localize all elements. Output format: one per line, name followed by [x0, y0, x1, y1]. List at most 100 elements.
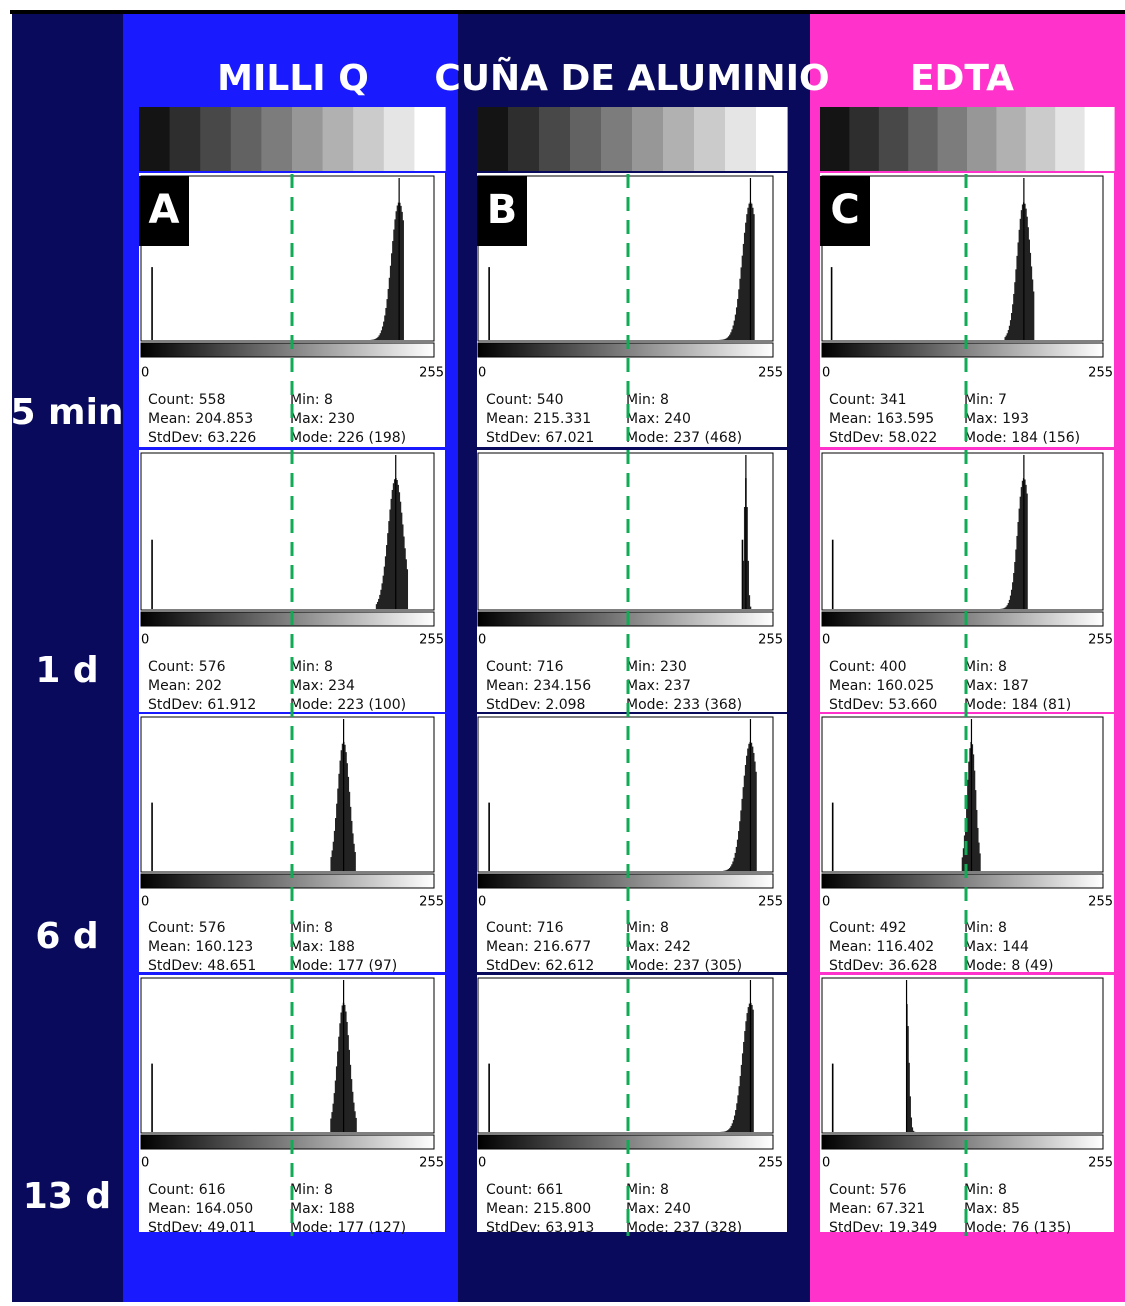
panel-letter: A: [149, 187, 180, 233]
axis-min-label: 0: [822, 366, 830, 381]
histogram-plot-box: [821, 452, 1104, 611]
stat-mode: Mode: 237 (328): [626, 1220, 742, 1236]
stat-mode-value: 184 (81): [1011, 697, 1071, 713]
stat-mean: Mean: 234.156: [486, 678, 591, 694]
stat-mode-value: 226 (198): [337, 430, 406, 446]
axis-max-label: 255: [1088, 366, 1113, 381]
stat-min-value: 8: [998, 659, 1007, 675]
stat-max-key: Max:: [626, 939, 664, 955]
stat-max: Max: 193: [964, 411, 1029, 427]
stat-count-value: 341: [880, 392, 907, 408]
stat-count-key: Count:: [829, 1182, 880, 1198]
stat-min: Min: 8: [964, 920, 1007, 936]
stat-stddev-key: StdDev:: [829, 958, 888, 974]
stat-mode-value: 237 (468): [673, 430, 742, 446]
stat-mean-value: 163.595: [876, 411, 934, 427]
stat-min-key: Min:: [964, 920, 998, 936]
stat-mean-key: Mean:: [486, 678, 533, 694]
stat-count-key: Count:: [486, 392, 537, 408]
stat-max-value: 242: [664, 939, 691, 955]
stat-count-key: Count:: [486, 920, 537, 936]
stat-min: Min: 230: [626, 659, 687, 675]
histogram-plot-box: [477, 452, 774, 611]
wedge-step: [756, 107, 788, 171]
stat-mean-key: Mean:: [148, 1201, 195, 1217]
value-ramp: [821, 873, 1104, 889]
stat-mode: Mode: 177 (97): [290, 958, 397, 974]
axis-max-label: 255: [1088, 633, 1113, 648]
wedge-step: [820, 107, 850, 171]
stat-mode-key: Mode:: [964, 430, 1011, 446]
stat-mode-value: 237 (305): [673, 958, 742, 974]
stat-min: Min: 7: [964, 392, 1007, 408]
stat-mode-key: Mode:: [290, 430, 337, 446]
stat-max-value: 237: [664, 678, 691, 694]
stat-mode-value: 76 (135): [1011, 1220, 1071, 1236]
time-label: 1 d: [35, 650, 98, 691]
column-title: MILLI Q: [217, 58, 369, 99]
stat-stddev: StdDev: 2.098: [486, 697, 585, 713]
stat-mode-key: Mode:: [626, 1220, 673, 1236]
stat-max-key: Max:: [290, 939, 328, 955]
stat-max-key: Max:: [964, 411, 1002, 427]
column-title: CUÑA DE ALUMINIO: [434, 57, 829, 99]
stat-mean: Mean: 215.331: [486, 411, 591, 427]
stat-max-value: 144: [1002, 939, 1029, 955]
stat-stddev-value: 19.349: [888, 1220, 937, 1236]
stat-max-key: Max:: [964, 678, 1002, 694]
wedge-step: [169, 107, 201, 171]
stat-mean-value: 215.800: [533, 1201, 591, 1217]
axis-min-label: 0: [822, 895, 830, 910]
stat-mean: Mean: 67.321: [829, 1201, 925, 1217]
stat-max: Max: 240: [626, 1201, 691, 1217]
stat-mode-key: Mode:: [964, 1220, 1011, 1236]
stat-count-key: Count:: [829, 659, 880, 675]
stat-mean-value: 164.050: [195, 1201, 253, 1217]
stat-count: Count: 616: [148, 1182, 226, 1198]
stat-max-key: Max:: [290, 678, 328, 694]
stat-mode-key: Mode:: [626, 697, 673, 713]
stat-min-key: Min:: [626, 920, 660, 936]
stat-count: Count: 576: [829, 1182, 907, 1198]
stat-min-value: 230: [660, 659, 687, 675]
stat-mode-key: Mode:: [626, 430, 673, 446]
stat-max-value: 188: [328, 1201, 355, 1217]
stat-mean: Mean: 160.025: [829, 678, 934, 694]
wedge-step: [383, 107, 415, 171]
axis-min-label: 0: [478, 366, 486, 381]
stat-min-value: 8: [660, 920, 669, 936]
stat-mode-key: Mode:: [290, 697, 337, 713]
stat-count-value: 576: [880, 1182, 907, 1198]
wedge-step: [1055, 107, 1086, 171]
stat-max: Max: 144: [964, 939, 1029, 955]
stat-stddev: StdDev: 61.912: [148, 697, 256, 713]
axis-max-label: 255: [419, 895, 444, 910]
wedge-step: [292, 107, 324, 171]
stat-max-key: Max:: [626, 1201, 664, 1217]
value-ramp: [477, 1134, 774, 1150]
wedge-step: [477, 107, 509, 171]
wedge-step: [414, 107, 446, 171]
stat-mode: Mode: 237 (305): [626, 958, 742, 974]
stat-count: Count: 492: [829, 920, 906, 936]
stat-mean-key: Mean:: [148, 939, 195, 955]
value-ramp: [140, 611, 435, 627]
stat-mean: Mean: 163.595: [829, 411, 934, 427]
stat-stddev-key: StdDev:: [486, 958, 545, 974]
axis-min-label: 0: [478, 895, 486, 910]
stat-max-value: 188: [328, 939, 355, 955]
stat-min-key: Min:: [626, 392, 660, 408]
axis-max-label: 255: [758, 1156, 783, 1171]
stat-stddev: StdDev: 63.226: [148, 430, 256, 446]
stat-min-key: Min:: [626, 1182, 660, 1198]
stat-stddev-key: StdDev:: [486, 430, 545, 446]
stat-count-key: Count:: [829, 920, 880, 936]
stat-stddev: StdDev: 53.660: [829, 697, 937, 713]
value-ramp: [140, 873, 435, 889]
stat-mean: Mean: 215.800: [486, 1201, 591, 1217]
histogram-plot-box: [821, 716, 1104, 873]
stat-count: Count: 716: [486, 920, 564, 936]
stat-min-value: 8: [660, 392, 669, 408]
stat-mode: Mode: 177 (127): [290, 1220, 406, 1236]
